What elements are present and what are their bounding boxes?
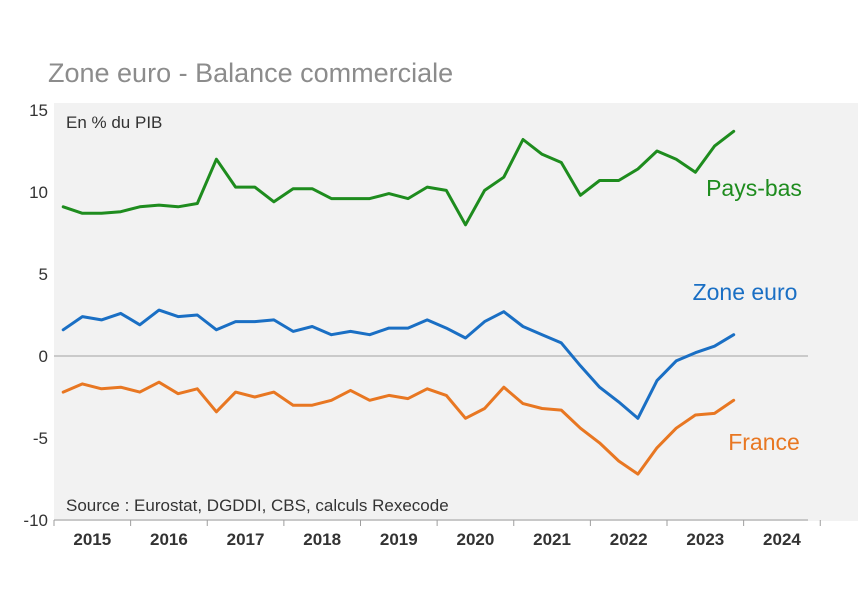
plot-area xyxy=(54,103,858,521)
x-tick-label: 2020 xyxy=(457,530,495,549)
series-label-zone-euro: Zone euro xyxy=(693,279,798,305)
x-tick-label: 2017 xyxy=(227,530,265,549)
series-line-zone-euro xyxy=(61,308,736,420)
y-tick-label: 10 xyxy=(29,183,48,202)
y-axis-ticks: 15 10 5 0 -5 -10 xyxy=(23,101,48,530)
series-line-france xyxy=(61,380,736,476)
x-tick-label: 2024 xyxy=(763,530,801,549)
x-tick-label: 2016 xyxy=(150,530,188,549)
y-tick-label: 5 xyxy=(39,265,48,284)
y-tick-label: 0 xyxy=(39,347,48,366)
series-line-pays-bas xyxy=(61,129,736,227)
x-tick-label: 2022 xyxy=(610,530,648,549)
series-lines xyxy=(61,129,736,476)
series-label-pays-bas: Pays-bas xyxy=(706,175,802,201)
y-tick-label: -10 xyxy=(23,511,48,530)
x-tick-label: 2015 xyxy=(73,530,111,549)
y-tick-label: -5 xyxy=(33,429,48,448)
source-note: Source : Eurostat, DGDDI, CBS, calculs R… xyxy=(66,496,449,515)
y-tick-label: 15 xyxy=(29,101,48,120)
x-tick-label: 2021 xyxy=(533,530,571,549)
series-label-france: France xyxy=(728,429,800,455)
x-tick-label: 2018 xyxy=(303,530,341,549)
chart-title: Zone euro - Balance commerciale xyxy=(48,58,454,88)
x-tick-label: 2023 xyxy=(686,530,724,549)
y-axis-label: En % du PIB xyxy=(66,113,162,132)
x-tick-label: 2019 xyxy=(380,530,418,549)
x-axis: 2015 2016 2017 2018 2019 2020 2021 2022 2023 2024 xyxy=(53,519,821,549)
